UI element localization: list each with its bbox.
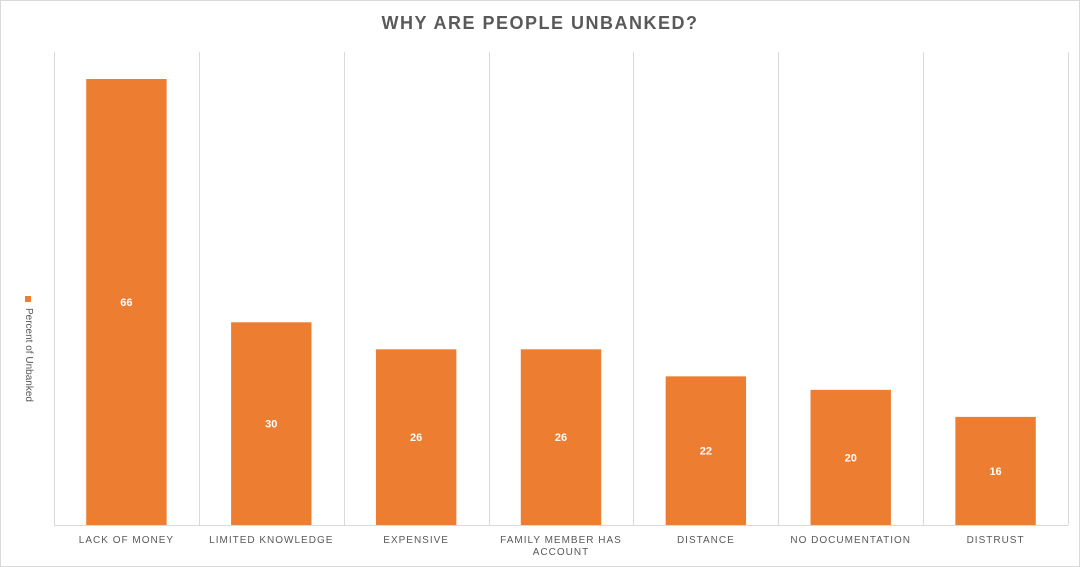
bar	[955, 416, 1036, 525]
x-tick-label: LACK OF MONEY	[79, 535, 174, 546]
x-tick-label: EXPENSIVE	[383, 535, 449, 546]
data-label: 30	[265, 419, 277, 431]
data-label: 26	[410, 432, 422, 444]
bar	[231, 322, 312, 525]
data-label: 20	[845, 452, 857, 464]
legend-label: Percent of Unbanked	[23, 308, 34, 402]
x-tick-label: NO DOCUMENTATION	[790, 535, 911, 546]
data-label: 66	[120, 297, 132, 309]
x-tick-label: DISTRUST	[967, 535, 1025, 546]
x-tick-label: LIMITED KNOWLEDGE	[209, 535, 333, 546]
bar	[375, 349, 457, 525]
x-tick-label: DISTANCE	[677, 535, 735, 546]
x-tick-label: FAMILY MEMBER HAS ACCOUNT	[500, 535, 622, 558]
bar	[520, 349, 602, 525]
data-label: 16	[989, 466, 1001, 478]
data-label: 22	[700, 446, 712, 458]
data-label: 26	[555, 432, 567, 444]
bar	[665, 376, 747, 525]
bar	[86, 79, 167, 526]
legend: Percent of Unbanked	[10, 296, 34, 406]
chart-title: WHY ARE PEOPLE UNBANKED?	[381, 13, 699, 33]
bar	[810, 389, 891, 525]
legend-swatch	[25, 296, 32, 302]
